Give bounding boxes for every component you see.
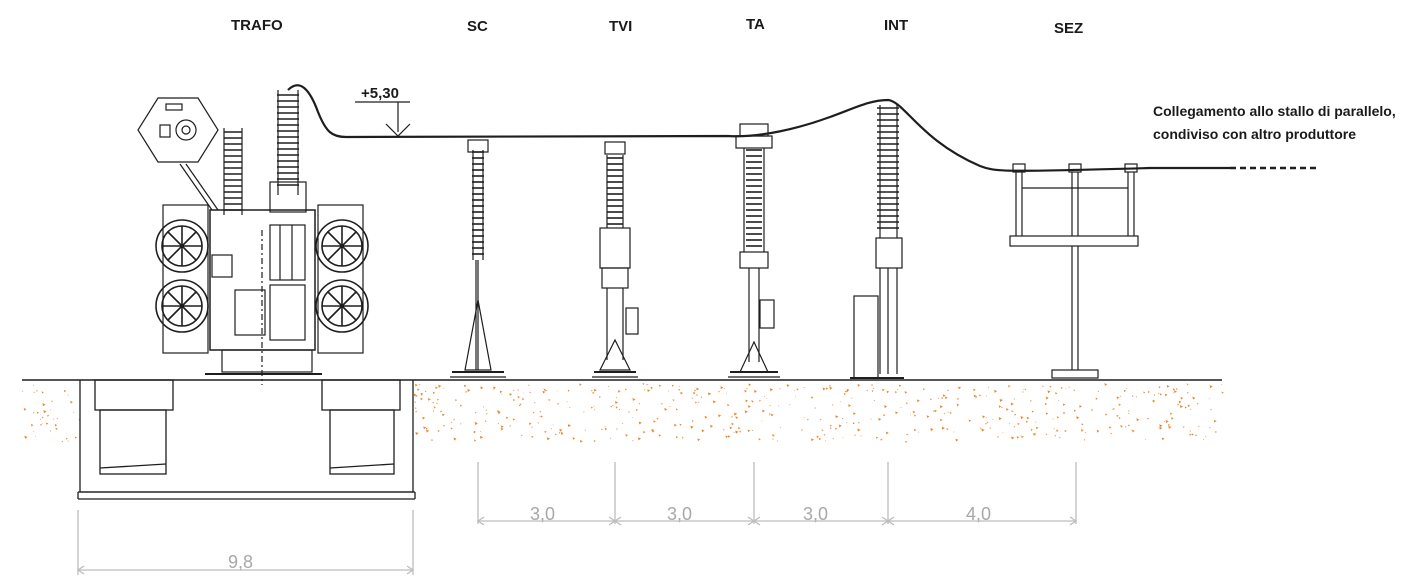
dimension-ta-int: 3,0 <box>803 504 828 524</box>
dimension-lines <box>76 462 1078 575</box>
int-circuit-breaker <box>850 105 904 379</box>
ground <box>22 379 1224 444</box>
label-int: INT <box>884 17 908 34</box>
label-trafo: TRAFO <box>231 17 283 34</box>
sc-surge-arrester <box>450 139 506 378</box>
soil-hatch <box>22 383 1224 444</box>
label-sez: SEZ <box>1054 20 1083 37</box>
hv-conductor <box>287 84 1230 172</box>
ta-current-transformer <box>728 123 780 378</box>
dimension-tvi-ta: 3,0 <box>667 504 692 524</box>
cooling-fans <box>155 219 369 333</box>
trafo-bushing-right <box>269 90 307 213</box>
connection-note-line1: Collegamento allo stallo di parallelo, <box>1153 103 1396 119</box>
label-sc: SC <box>467 18 488 35</box>
dimension-trafo: 9,8 <box>228 552 253 572</box>
trafo-bushing-left <box>223 128 243 215</box>
dimension-int-sez: 4,0 <box>966 504 991 524</box>
transformer <box>137 90 369 385</box>
bushing-sheds <box>224 94 899 255</box>
tvi-voltage-transformer <box>592 141 639 378</box>
connection-note-line2: condiviso con altro produttore <box>1153 126 1356 142</box>
trafo-foundation <box>77 379 416 500</box>
elevation-marker <box>355 101 411 137</box>
sez-disconnector <box>1009 163 1139 379</box>
label-tvi: TVI <box>609 18 632 35</box>
label-ta: TA <box>746 16 765 33</box>
elevation-label: +5,30 <box>361 85 399 102</box>
dimension-sc-tvi: 3,0 <box>530 504 555 524</box>
